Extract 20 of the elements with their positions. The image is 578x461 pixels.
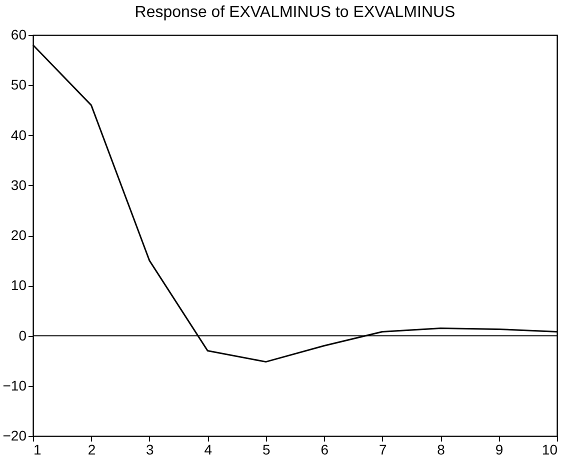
x-tick-label: 10 [542,442,558,458]
chart-title: Response of EXVALMINUS to EXVALMINUS [134,4,456,21]
x-tick-label: 8 [437,442,446,458]
y-tick-label: 40 [10,126,27,143]
x-tick-label: 9 [495,442,504,458]
x-tick-label: 7 [378,442,387,458]
x-tick-label: 5 [262,442,270,458]
x-tick-label: 4 [204,442,212,458]
y-tick-label: −10 [2,377,27,394]
x-tick-label: 6 [320,442,329,458]
x-tick-label: 3 [146,442,154,458]
y-tick-label: 0 [18,327,27,344]
y-tick-label: 60 [10,26,27,42]
x-tick-label: 2 [88,442,96,458]
y-tick-label: 50 [10,76,27,93]
y-tick-label: 30 [10,176,27,193]
y-tick-label: 10 [10,277,27,294]
x-tick-label: 1 [34,442,42,458]
y-tick-label: 20 [10,227,27,243]
y-tick-label: −20 [2,428,27,444]
